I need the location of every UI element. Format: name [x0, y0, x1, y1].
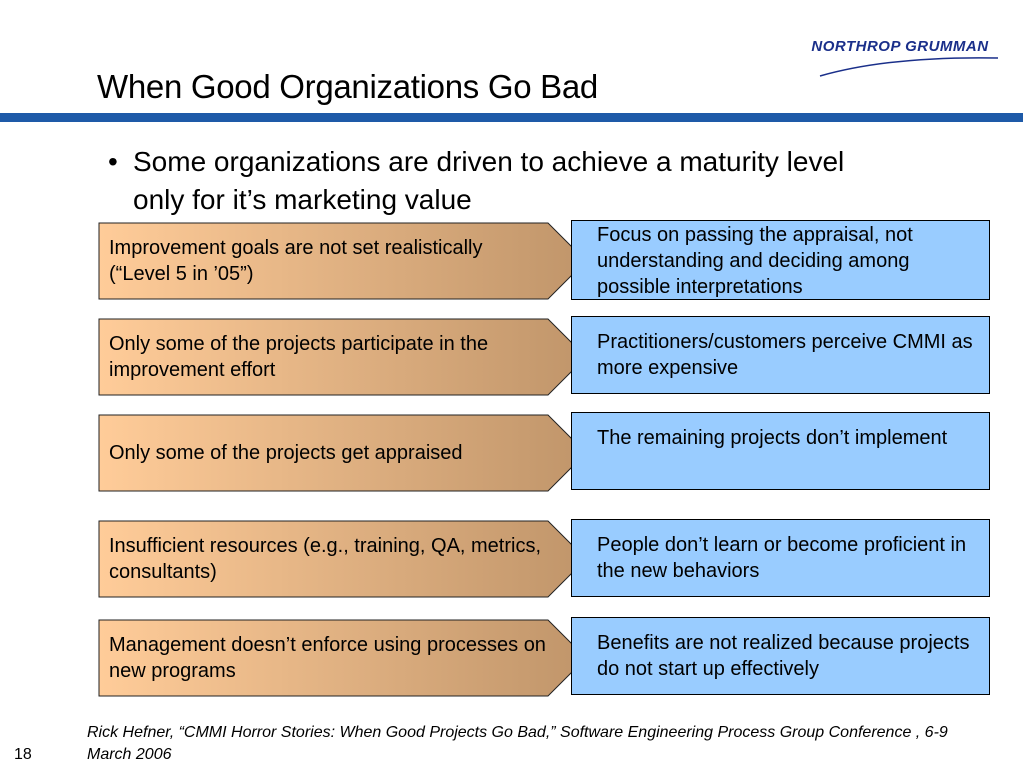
slide-title: When Good Organizations Go Bad [97, 68, 598, 105]
effect-box: Benefits are not realized because projec… [571, 617, 990, 695]
northrop-grumman-logo: NORTHROP GRUMMAN [800, 38, 1000, 82]
cause-text: Only some of the projects get appraised [109, 442, 463, 464]
title-rule [0, 113, 1023, 122]
cause-arrow: Improvement goals are not set realistica… [98, 222, 588, 300]
cause-arrow: Management doesn’t enforce using process… [98, 619, 588, 697]
cause-text: Insufficient resources (e.g., training, … [109, 535, 542, 583]
effect-box: People don’t learn or become proficient … [571, 519, 990, 597]
cause-arrow: Only some of the projects participate in… [98, 318, 588, 396]
cause-arrow: Only some of the projects get appraised [98, 414, 588, 492]
logo-text: NORTHROP GRUMMAN [811, 38, 989, 55]
citation: Rick Hefner, “CMMI Horror Stories: When … [87, 724, 948, 763]
cause-text: Improvement goals are not set realistica… [109, 237, 483, 285]
effect-box: The remaining projects don’t implement [571, 412, 990, 490]
effect-box: Practitioners/customers perceive CMMI as… [571, 316, 990, 394]
cause-arrow: Insufficient resources (e.g., training, … [98, 520, 588, 598]
bullet-text: Some organizations are driven to achieve… [133, 146, 845, 215]
cause-text: Only some of the projects participate in… [109, 333, 489, 381]
bullet-marker: • [108, 146, 118, 177]
cause-text: Management doesn’t enforce using process… [109, 634, 546, 682]
page-number: 18 [14, 746, 32, 763]
effect-box: Focus on passing the appraisal, not unde… [571, 220, 990, 300]
